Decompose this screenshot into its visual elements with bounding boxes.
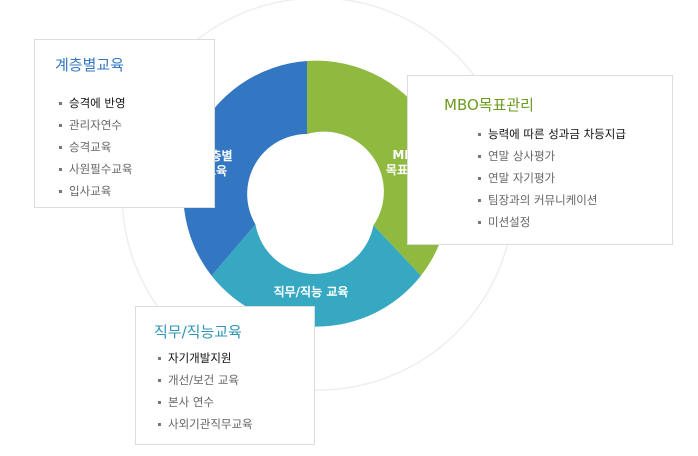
card-job-list: 자기개발지원 개선/보건 교육 본사 연수 사외기관직무교육 <box>158 347 253 435</box>
segment-job <box>211 224 421 327</box>
list-item: 사원필수교육 <box>59 158 132 180</box>
card-hierarchy-list: 승격에 반영 관리자연수 승격교육 사원필수교육 입사교육 <box>59 92 132 202</box>
card-hierarchy-training: 계층별교육 승격에 반영 관리자연수 승격교육 사원필수교육 입사교육 <box>34 39 215 208</box>
list-item: 연말 상사평가 <box>478 145 626 167</box>
list-item: 승격교육 <box>59 136 132 158</box>
list-item: 자기개발지원 <box>158 347 253 369</box>
list-item: 능력에 따른 성과금 차등지급 <box>478 123 626 145</box>
list-item: 입사교육 <box>59 180 132 202</box>
card-hierarchy-title: 계층별교육 <box>55 56 125 74</box>
segment-job-label: 직무/직능 교육 <box>274 284 349 299</box>
list-item: 승격에 반영 <box>59 92 132 114</box>
list-item: 팀장과의 커뮤니케이션 <box>478 189 626 211</box>
card-job-title: 직무/직능교육 <box>154 323 242 341</box>
card-job-training: 직무/직능교육 자기개발지원 개선/보건 교육 본사 연수 사외기관직무교육 <box>135 306 315 445</box>
card-mbo-list: 능력에 따른 성과금 차등지급 연말 상사평가 연말 자기평가 팀장과의 커뮤니… <box>478 123 626 233</box>
list-item: 연말 자기평가 <box>478 167 626 189</box>
card-mbo-title: MBO목표관리 <box>444 96 534 114</box>
list-item: 미션설정 <box>478 211 626 233</box>
list-item: 관리자연수 <box>59 114 132 136</box>
list-item: 본사 연수 <box>158 391 253 413</box>
card-mbo: MBO목표관리 능력에 따른 성과금 차등지급 연말 상사평가 연말 자기평가 … <box>407 75 673 245</box>
list-item: 개선/보건 교육 <box>158 369 253 391</box>
list-item: 사외기관직무교육 <box>158 413 253 435</box>
